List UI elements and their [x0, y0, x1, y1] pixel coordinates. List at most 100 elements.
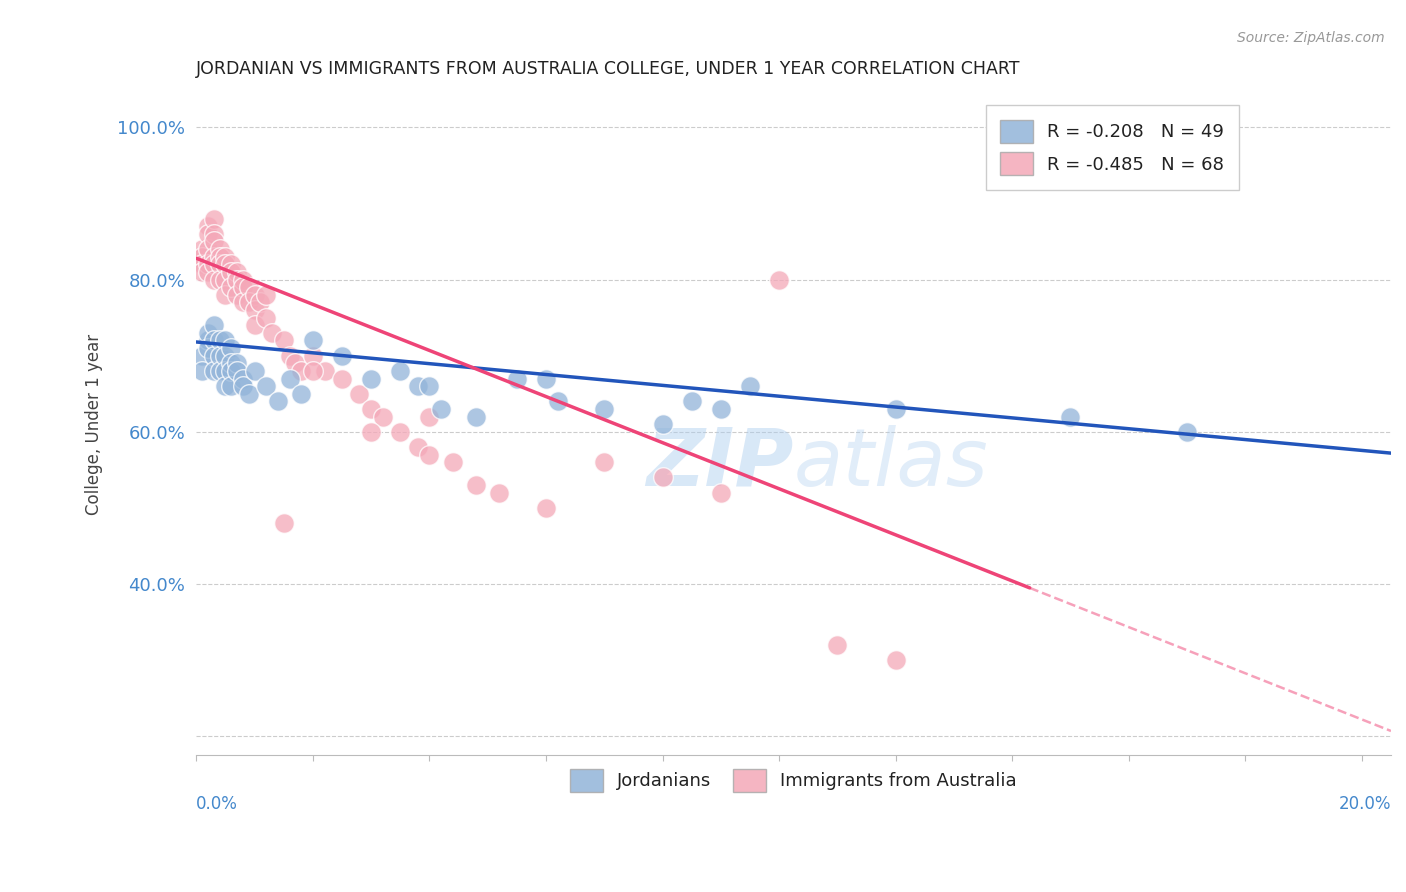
Point [681, 394, 703, 409]
Point [226, 272, 249, 286]
Point [226, 356, 249, 370]
Text: 20.0%: 20.0% [1339, 795, 1391, 814]
Point [197, 326, 219, 340]
Point [208, 272, 231, 286]
Point [884, 401, 907, 416]
Point [219, 257, 242, 271]
Point [389, 364, 412, 378]
Point [197, 341, 219, 355]
Legend: Jordanians, Immigrants from Australia: Jordanians, Immigrants from Australia [560, 757, 1028, 803]
Point [219, 265, 242, 279]
Point [1175, 425, 1198, 439]
Point [254, 379, 277, 393]
Point [219, 379, 242, 393]
Point [768, 272, 790, 286]
Point [202, 211, 225, 226]
Point [202, 318, 225, 333]
Point [232, 295, 254, 310]
Point [191, 349, 214, 363]
Point [506, 371, 529, 385]
Point [249, 295, 271, 310]
Point [302, 334, 325, 348]
Point [651, 470, 673, 484]
Point [197, 334, 219, 348]
Point [314, 364, 336, 378]
Text: 0.0%: 0.0% [197, 795, 238, 814]
Point [262, 326, 284, 340]
Point [243, 318, 266, 333]
Point [389, 425, 412, 439]
Point [191, 242, 214, 256]
Point [710, 401, 733, 416]
Point [371, 409, 394, 424]
Point [406, 379, 429, 393]
Point [214, 334, 236, 348]
Point [1059, 409, 1081, 424]
Point [197, 265, 219, 279]
Point [191, 257, 214, 271]
Point [418, 409, 440, 424]
Point [738, 379, 761, 393]
Point [214, 379, 236, 393]
Text: ZIP: ZIP [647, 425, 793, 503]
Point [465, 478, 488, 492]
Point [360, 401, 382, 416]
Point [273, 334, 295, 348]
Point [232, 272, 254, 286]
Point [208, 250, 231, 264]
Point [232, 371, 254, 385]
Point [349, 386, 371, 401]
Point [330, 349, 353, 363]
Point [226, 364, 249, 378]
Point [197, 219, 219, 234]
Point [232, 280, 254, 294]
Point [208, 349, 231, 363]
Point [278, 349, 301, 363]
Point [330, 371, 353, 385]
Point [191, 265, 214, 279]
Y-axis label: College, Under 1 year: College, Under 1 year [86, 334, 103, 515]
Point [214, 272, 236, 286]
Point [278, 371, 301, 385]
Point [593, 455, 616, 469]
Point [226, 287, 249, 301]
Point [430, 401, 453, 416]
Point [202, 334, 225, 348]
Text: JORDANIAN VS IMMIGRANTS FROM AUSTRALIA COLLEGE, UNDER 1 YEAR CORRELATION CHART: JORDANIAN VS IMMIGRANTS FROM AUSTRALIA C… [197, 60, 1021, 78]
Point [418, 379, 440, 393]
Point [226, 265, 249, 279]
Point [884, 653, 907, 667]
Point [651, 417, 673, 432]
Point [360, 425, 382, 439]
Point [219, 341, 242, 355]
Point [208, 334, 231, 348]
Point [418, 448, 440, 462]
Point [208, 242, 231, 256]
Point [208, 257, 231, 271]
Point [290, 386, 312, 401]
Point [238, 295, 260, 310]
Point [197, 257, 219, 271]
Point [360, 371, 382, 385]
Point [219, 356, 242, 370]
Point [238, 386, 260, 401]
Point [534, 500, 557, 515]
Point [202, 272, 225, 286]
Point [232, 379, 254, 393]
Point [214, 257, 236, 271]
Point [197, 242, 219, 256]
Point [284, 356, 307, 370]
Point [465, 409, 488, 424]
Point [243, 287, 266, 301]
Point [441, 455, 464, 469]
Point [273, 516, 295, 531]
Point [214, 250, 236, 264]
Point [214, 349, 236, 363]
Point [254, 310, 277, 325]
Point [254, 287, 277, 301]
Point [534, 371, 557, 385]
Point [488, 485, 510, 500]
Point [710, 485, 733, 500]
Point [238, 280, 260, 294]
Point [302, 349, 325, 363]
